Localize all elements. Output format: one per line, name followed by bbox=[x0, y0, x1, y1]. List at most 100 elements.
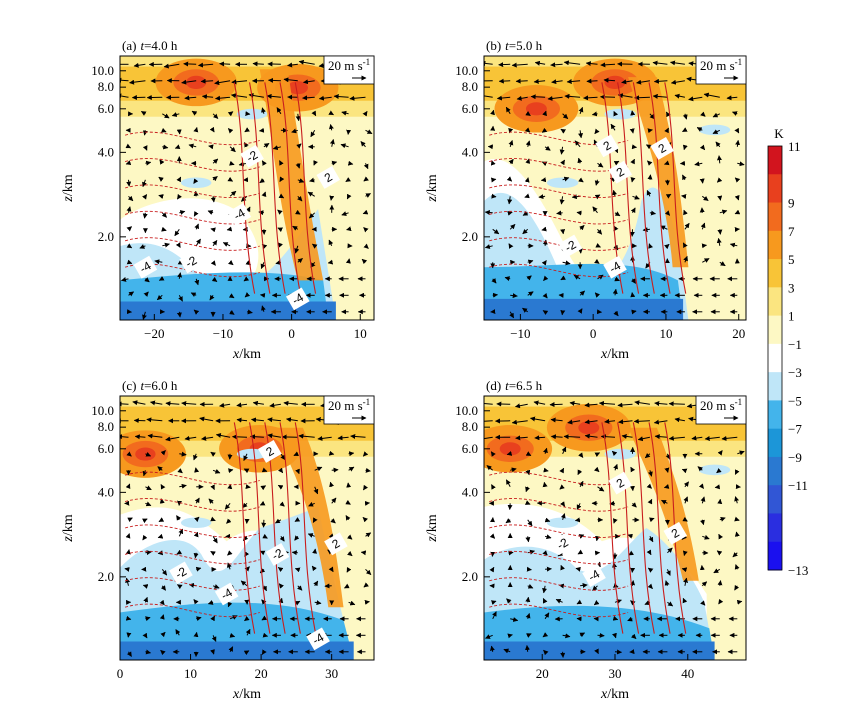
y-axis-label: z/km bbox=[61, 174, 76, 202]
panel-title: (b) t=5.0 h bbox=[486, 38, 543, 53]
y-tick-label: 8.0 bbox=[462, 79, 478, 94]
colorbar-segment bbox=[768, 428, 782, 458]
y-tick-label: 4.0 bbox=[98, 144, 114, 159]
y-axis-label: z/km bbox=[425, 174, 440, 202]
colorbar-segment bbox=[768, 400, 782, 430]
y-tick-label: 10.0 bbox=[91, 63, 114, 78]
colorbar-segment bbox=[768, 202, 782, 232]
svg-text:20 m s-1: 20 m s-1 bbox=[700, 57, 742, 73]
contour-label: -4 bbox=[133, 255, 158, 279]
wind-vectors bbox=[120, 400, 372, 657]
colorbar-segment bbox=[768, 146, 782, 175]
contour-label: -4 bbox=[214, 582, 239, 606]
contour-label: -4 bbox=[306, 627, 330, 651]
y-tick-label: 2.0 bbox=[462, 229, 478, 244]
y-tick-label: 8.0 bbox=[98, 419, 114, 434]
svg-text:20 m s-1: 20 m s-1 bbox=[328, 57, 370, 73]
colorbar-tick-label: −9 bbox=[788, 450, 802, 465]
x-tick-label: 0 bbox=[288, 326, 295, 341]
colorbar-tick-label: 9 bbox=[788, 196, 795, 211]
plot-frame bbox=[483, 55, 747, 321]
contour-label: 2 bbox=[650, 136, 674, 160]
x-tick-label: 20 bbox=[732, 326, 745, 341]
panel-title: (a) t=4.0 h bbox=[122, 38, 178, 53]
panel-d: 2 -2 2 -4 20 m s-1 (d) t=6.5 h 20 30 40 10.08.0 6.0… bbox=[425, 378, 747, 702]
colorbar-segment bbox=[768, 287, 782, 317]
contour-label: -4 bbox=[603, 255, 627, 279]
colorbar-tick-label: −7 bbox=[788, 422, 802, 437]
contour-label: -2 bbox=[558, 234, 583, 258]
x-tick-label: 10 bbox=[354, 326, 367, 341]
colorbar: K 11 9 7 5 3 1 −1 −3 −5 −7 −9 −11 −13 bbox=[767, 126, 808, 578]
colorbar-tick-label: −5 bbox=[788, 393, 802, 408]
vector-reference-key: 20 m s-1 bbox=[695, 395, 747, 425]
contour-label: 2 bbox=[258, 440, 282, 463]
panel-title: (c) t=6.0 h bbox=[122, 378, 178, 393]
y-tick-label: 8.0 bbox=[98, 79, 114, 94]
contour-label: -2 bbox=[240, 144, 264, 168]
x-tick-label: 20 bbox=[536, 666, 549, 681]
y-tick-label: 4.0 bbox=[462, 144, 478, 159]
x-axis-label: x/km bbox=[600, 347, 629, 362]
x-tick-label: −10 bbox=[213, 326, 233, 341]
x-tick-label: 0 bbox=[117, 666, 124, 681]
contour-label: -2 bbox=[550, 532, 575, 556]
x-tick-label: −10 bbox=[510, 326, 530, 341]
vector-reference-key: 20 m s-1 bbox=[323, 55, 375, 85]
panel-b: 2 22-2-420 m s-1(b) t=5.0 h−10 0 10 2010.08.0… bbox=[425, 38, 747, 362]
colorbar-segment bbox=[768, 174, 782, 204]
contour-label: 2 bbox=[663, 521, 688, 545]
y-tick-label: 6.0 bbox=[98, 441, 114, 456]
contour-label: -4 bbox=[227, 202, 252, 226]
y-tick-label: 10.0 bbox=[455, 403, 478, 418]
x-tick-label: 30 bbox=[325, 666, 338, 681]
contour-label: -2 bbox=[169, 561, 193, 585]
colorbar-unit: K bbox=[774, 126, 784, 141]
temperature-contours bbox=[489, 422, 687, 634]
colorbar-segment bbox=[768, 315, 782, 345]
y-tick-label: 4.0 bbox=[98, 484, 114, 499]
colorbar-tick-label: −13 bbox=[788, 563, 808, 578]
contour-label: -4 bbox=[286, 287, 310, 311]
panel-c: 2 -2 -2 -4 2 -4 20 m s-1 (c) t=6.0 h 0 10 20 30 10.08… bbox=[61, 378, 375, 702]
svg-text:20 m s-1: 20 m s-1 bbox=[328, 397, 370, 413]
colorbar-tick-label: −1 bbox=[788, 337, 802, 352]
colorbar-tick-label: 11 bbox=[788, 139, 801, 154]
x-tick-label: −20 bbox=[144, 326, 164, 341]
contour-label: -2 bbox=[265, 542, 290, 566]
svg-text:20 m s-1: 20 m s-1 bbox=[700, 397, 742, 413]
contour-label: 2 bbox=[316, 166, 341, 189]
y-axis-label: z/km bbox=[61, 514, 76, 542]
x-tick-label: 10 bbox=[659, 326, 672, 341]
x-tick-label: 30 bbox=[609, 666, 622, 681]
x-axis-label: x/km bbox=[232, 347, 261, 362]
colorbar-segment bbox=[768, 541, 782, 571]
panel-title: (d) t=6.5 h bbox=[486, 378, 543, 393]
x-tick-label: 20 bbox=[255, 666, 268, 681]
colorbar-tick-label: −11 bbox=[788, 478, 808, 493]
y-tick-label: 2.0 bbox=[98, 569, 114, 584]
vector-reference-key: 20 m s-1 bbox=[323, 395, 375, 425]
y-tick-label: 4.0 bbox=[462, 484, 478, 499]
colorbar-tick-label: 7 bbox=[788, 224, 795, 239]
colorbar-segment bbox=[768, 230, 782, 260]
y-axis-label: z/km bbox=[425, 514, 440, 542]
colorbar-tick-label: −3 bbox=[788, 365, 802, 380]
colorbar-tick-label: 1 bbox=[788, 309, 795, 324]
plot-frame bbox=[119, 395, 375, 661]
y-tick-label: 6.0 bbox=[462, 101, 478, 116]
colorbar-segment bbox=[768, 259, 782, 288]
y-tick-label: 2.0 bbox=[98, 229, 114, 244]
contour-label: -2 bbox=[179, 250, 203, 274]
contour-label: 2 bbox=[324, 532, 348, 556]
panel-a: -2 2 -4 -2 -4 -4 20 m s-1 (a) t=4.0 h −20 −10 0 10 10… bbox=[61, 38, 375, 362]
contour-label: 2 bbox=[595, 134, 619, 158]
y-tick-label: 10.0 bbox=[91, 403, 114, 418]
colorbar-segment bbox=[768, 485, 782, 514]
x-axis-label: x/km bbox=[232, 687, 261, 702]
vector-reference-key: 20 m s-1 bbox=[695, 55, 747, 85]
y-tick-label: 2.0 bbox=[462, 569, 478, 584]
x-tick-label: 0 bbox=[590, 326, 597, 341]
x-axis-label: x/km bbox=[600, 687, 629, 702]
